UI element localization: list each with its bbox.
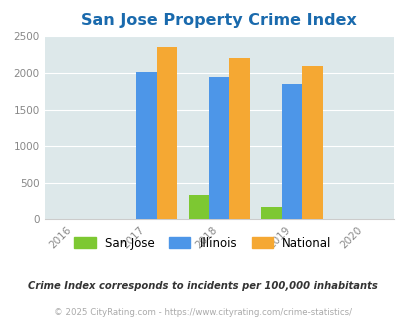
Legend: San Jose, Illinois, National: San Jose, Illinois, National (71, 233, 334, 253)
Bar (188, 195, 209, 219)
Text: © 2025 CityRating.com - https://www.cityrating.com/crime-statistics/: © 2025 CityRating.com - https://www.city… (54, 308, 351, 317)
Bar (261, 207, 281, 219)
Bar (136, 72, 156, 219)
Bar (229, 58, 249, 219)
Bar (281, 84, 301, 219)
Bar (156, 47, 177, 219)
Title: San Jose Property Crime Index: San Jose Property Crime Index (81, 13, 356, 28)
Bar (209, 77, 229, 219)
Text: Crime Index corresponds to incidents per 100,000 inhabitants: Crime Index corresponds to incidents per… (28, 281, 377, 291)
Bar (301, 66, 322, 219)
